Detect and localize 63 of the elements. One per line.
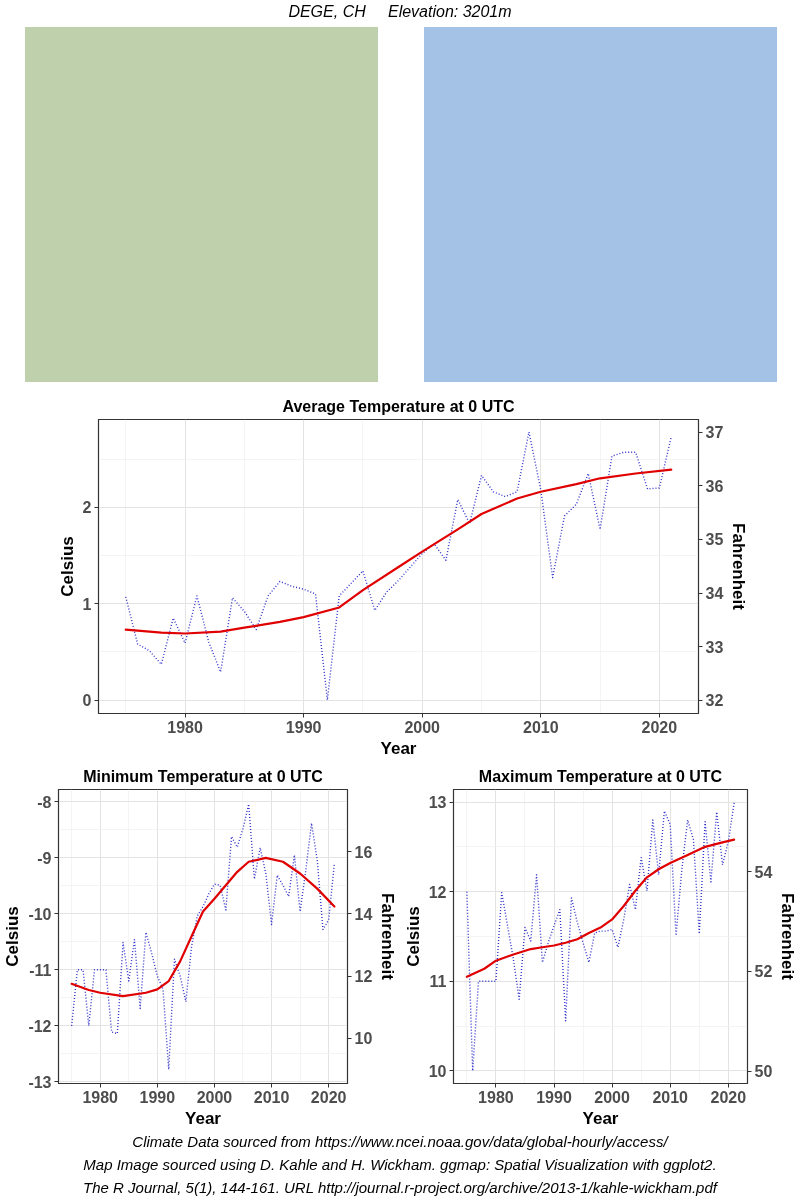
- line-series: [466, 802, 735, 1072]
- y-tick-label: -13: [28, 1073, 52, 1091]
- x-tick-label: 2010: [253, 1088, 290, 1106]
- chart-title: Maximum Temperature at 0 UTC: [478, 767, 723, 785]
- y2-tick-label: 16: [354, 843, 373, 861]
- x-tick-label: 2000: [196, 1088, 233, 1106]
- x-tick-label: 2020: [641, 718, 678, 736]
- x-tick-label: 1980: [478, 1088, 514, 1106]
- y-axis-title: Celsius: [3, 906, 23, 967]
- y-tick-label: -9: [37, 849, 52, 867]
- x-tick-label: 1980: [82, 1088, 119, 1106]
- chart-title: Minimum Temperature at 0 UTC: [83, 767, 324, 785]
- text: DEGE, CH Elevation: 3201m: [287, 2, 513, 22]
- y2-tick-label: 12: [354, 968, 373, 986]
- text: The R Journal, 5(1), 144-161. URL http://journal.r-project.org/archive/2013-1/kahle-wickham.pdf: [82, 1178, 719, 1198]
- text: Map Image sourced using D. Kahle and H. Wickham. ggmap: Spatial Visualization with ggplot2.: [82, 1155, 718, 1175]
- line-series: [70, 856, 336, 998]
- y-tick-label: -8: [37, 793, 52, 811]
- y-tick-label: 11: [429, 973, 447, 991]
- y2-tick-label: 37: [705, 424, 724, 442]
- y2-tick-label: 54: [754, 863, 773, 881]
- y2-axis-title: Fahrenheit: [378, 893, 398, 981]
- y2-tick-label: 33: [705, 638, 724, 656]
- text: Climate Data sourced from https://www.ncei.noaa.gov/data/global-hourly/access/: [131, 1132, 670, 1152]
- line-series: [125, 431, 672, 701]
- x-tick-label: 1990: [285, 718, 322, 736]
- y2-tick-label: 10: [354, 1030, 373, 1048]
- line-series: [70, 803, 336, 1071]
- y-tick-label: 0: [82, 692, 92, 709]
- x-tick-label: 1980: [167, 718, 203, 736]
- y-tick-label: 13: [428, 794, 447, 812]
- x-tick-label: 2000: [594, 1088, 631, 1106]
- y-axis-title: Celsius: [403, 906, 423, 967]
- y-tick-label: 1: [82, 595, 92, 613]
- y-tick-label: 12: [428, 883, 447, 901]
- y2-tick-label: 50: [754, 1063, 773, 1081]
- x-tick-label: 1990: [139, 1088, 176, 1106]
- y2-tick-label: 34: [705, 585, 724, 603]
- chart-title: Average Temperature at 0 UTC: [282, 397, 515, 415]
- x-tick-label: 2020: [710, 1088, 747, 1106]
- x-tick-label: 2020: [310, 1088, 347, 1106]
- y-tick-label: 2: [82, 499, 92, 517]
- x-tick-label: 2000: [404, 718, 441, 736]
- y2-tick-label: 14: [354, 905, 373, 923]
- y2-tick-label: 35: [705, 531, 724, 549]
- x-tick-label: 2010: [652, 1088, 689, 1106]
- y2-tick-label: 36: [705, 477, 724, 495]
- x-tick-label: 2010: [523, 718, 559, 736]
- y2-axis-title: Fahrenheit: [778, 893, 798, 981]
- x-axis-title: Year: [185, 1108, 222, 1128]
- line-series: [124, 468, 673, 635]
- y-axis-title: Celsius: [57, 536, 77, 597]
- y-tick-label: -11: [29, 961, 52, 979]
- x-axis-title: Year: [582, 1108, 619, 1128]
- y-tick-label: -10: [28, 905, 52, 923]
- line-series: [465, 838, 736, 978]
- y2-axis-title: Fahrenheit: [729, 523, 749, 611]
- x-axis-title: Year: [380, 738, 417, 758]
- y2-tick-label: 32: [705, 692, 724, 710]
- y2-tick-label: 52: [754, 963, 773, 981]
- y-tick-label: 10: [428, 1062, 447, 1080]
- y-tick-label: -12: [28, 1017, 52, 1035]
- x-tick-label: 1990: [536, 1088, 572, 1106]
